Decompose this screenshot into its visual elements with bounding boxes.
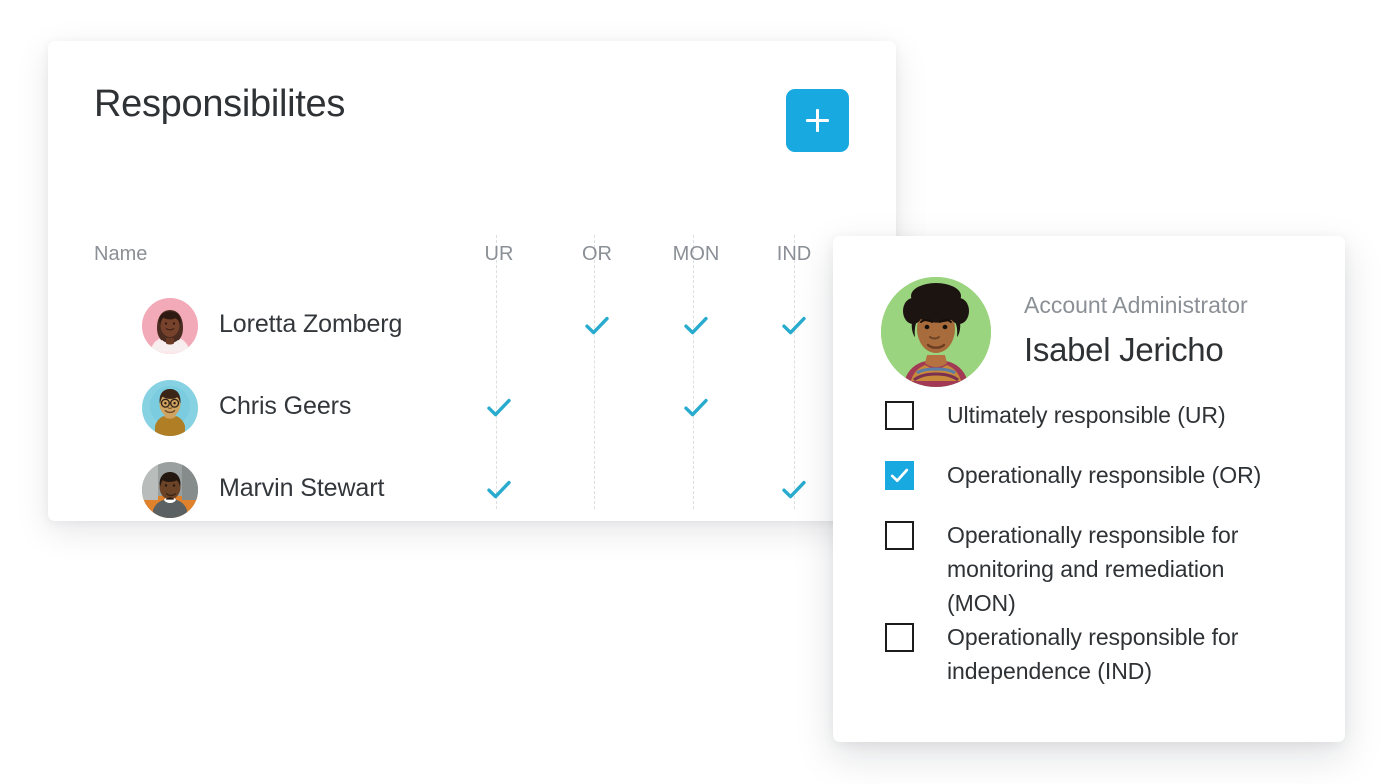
checkbox-ur[interactable] <box>885 401 914 430</box>
column-header-mon: MON <box>672 243 720 265</box>
add-responsibility-button[interactable] <box>786 89 849 152</box>
row-name: Marvin Stewart <box>219 474 385 502</box>
check-icon[interactable] <box>779 311 809 341</box>
page-title: Responsibilites <box>94 83 346 125</box>
person-detail-header: Account Administrator Isabel Jericho <box>833 236 1345 398</box>
table-row[interactable]: Marvin Stewart <box>48 446 896 521</box>
option-label-ind: Operationally responsible for independen… <box>947 624 1239 684</box>
row-name: Chris Geers <box>219 392 352 420</box>
avatar <box>142 462 198 518</box>
column-header-or: OR <box>582 243 612 265</box>
option-label-ur: Ultimately responsible (UR) <box>947 402 1226 428</box>
person-name: Isabel Jericho <box>1024 331 1224 368</box>
column-divider-1 <box>496 235 497 509</box>
checkbox-or[interactable] <box>885 461 914 490</box>
check-icon[interactable] <box>681 393 711 423</box>
plus-icon <box>806 109 829 132</box>
table-row[interactable]: Loretta Zomberg <box>48 282 896 364</box>
avatar <box>881 277 991 387</box>
check-icon[interactable] <box>681 311 711 341</box>
responsibility-options-list: Ultimately responsible (UR) Operationall… <box>833 398 1345 708</box>
option-row-ind[interactable]: Operationally responsible for independen… <box>833 620 1345 708</box>
option-label-mon: Operationally responsible for monitoring… <box>947 522 1239 616</box>
check-icon[interactable] <box>484 475 514 505</box>
responsibilities-card-header: Responsibilites <box>48 41 896 191</box>
column-divider-4 <box>794 235 795 509</box>
option-row-or[interactable]: Operationally responsible (OR) <box>833 458 1345 518</box>
responsibilities-card: Responsibilites Name UR OR MON IND <box>48 41 896 521</box>
option-row-ur[interactable]: Ultimately responsible (UR) <box>833 398 1345 458</box>
avatar <box>142 380 198 436</box>
checkbox-ind[interactable] <box>885 623 914 652</box>
row-name: Loretta Zomberg <box>219 310 403 338</box>
column-divider-2 <box>594 235 595 509</box>
option-label-or: Operationally responsible (OR) <box>947 462 1262 488</box>
checkbox-mon[interactable] <box>885 521 914 550</box>
avatar <box>142 298 198 354</box>
person-detail-card: Account Administrator Isabel Jericho Ult… <box>833 236 1345 742</box>
responsibilities-table: Name UR OR MON IND <box>48 191 896 521</box>
column-header-name: Name <box>94 243 148 265</box>
column-divider-3 <box>693 235 694 509</box>
column-header-ind: IND <box>776 243 812 265</box>
check-icon[interactable] <box>582 311 612 341</box>
check-icon[interactable] <box>484 393 514 423</box>
check-icon[interactable] <box>779 475 809 505</box>
column-header-ur: UR <box>484 243 514 265</box>
option-row-mon[interactable]: Operationally responsible for monitoring… <box>833 518 1345 620</box>
person-role: Account Administrator <box>1024 292 1248 318</box>
table-row[interactable]: Chris Geers <box>48 364 896 446</box>
